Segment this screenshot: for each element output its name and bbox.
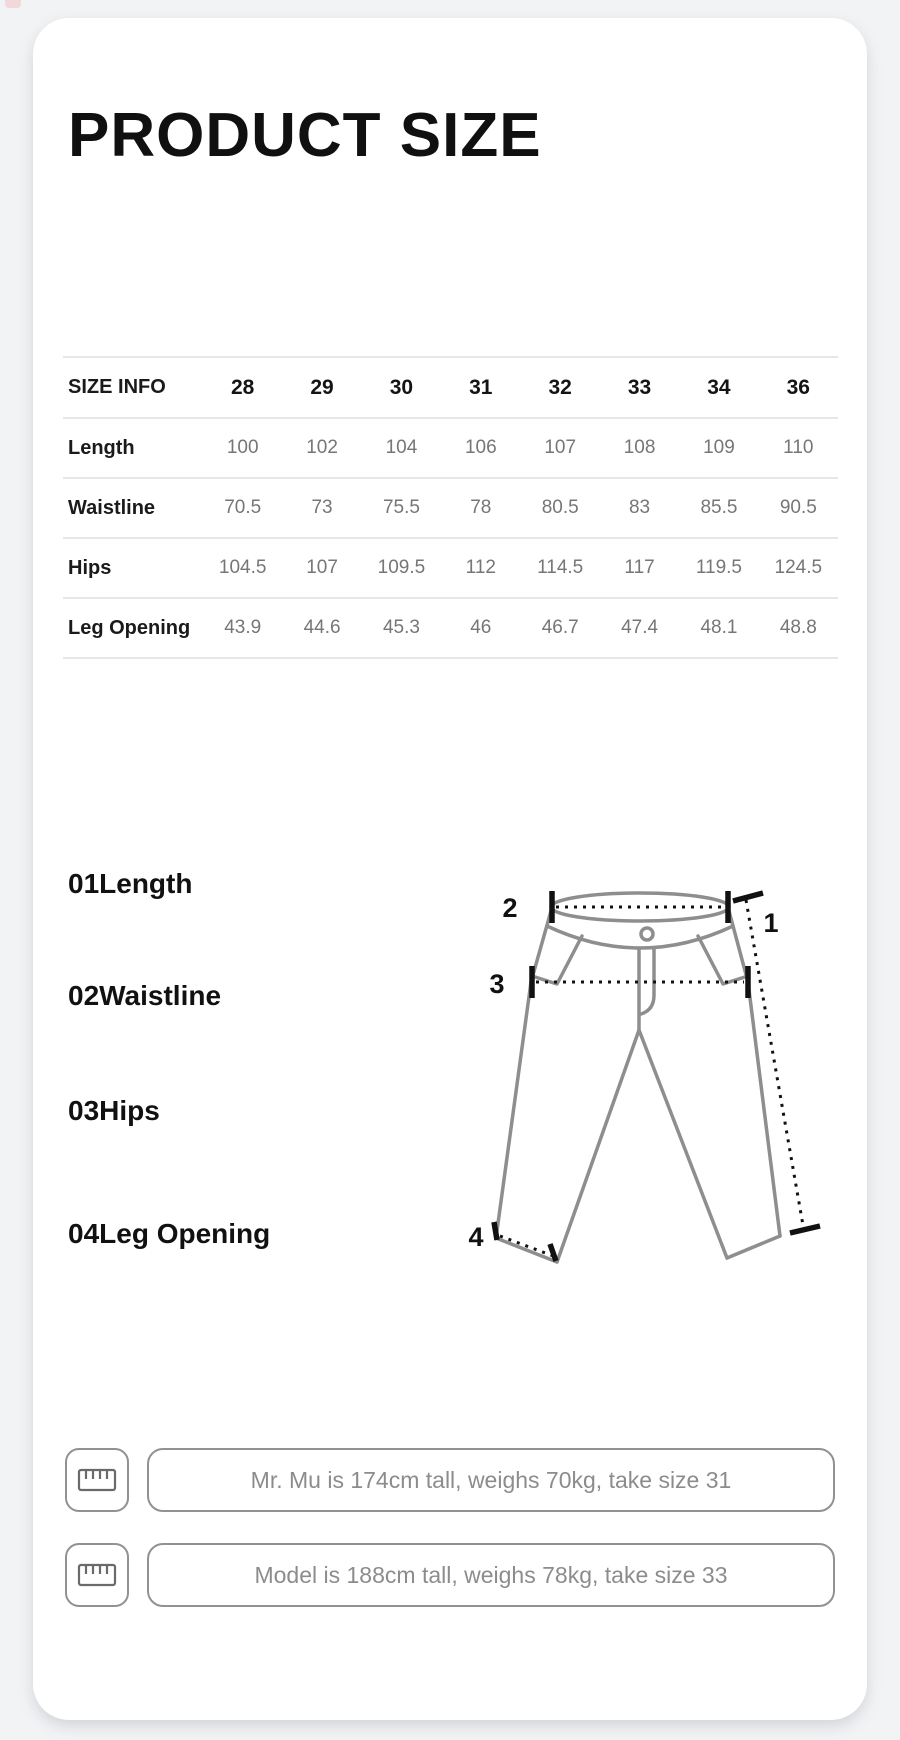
table-cell: 43.9	[224, 617, 262, 638]
content-card: PRODUCT SIZE SIZE INFO 28 29 30 31 32 33…	[33, 18, 867, 1720]
table-cell: 109	[703, 437, 735, 458]
size-column-header: 32	[548, 375, 572, 399]
measure-number: 03	[68, 1095, 100, 1126]
table-cell: 70.5	[224, 497, 262, 518]
pants-measurement-diagram: 2 3 1 4	[468, 890, 821, 1264]
table-cell: 109.5	[377, 557, 426, 578]
table-cell: 104	[385, 437, 418, 458]
measure-dashed-lines	[499, 899, 806, 1259]
table-cell: 112	[465, 557, 496, 578]
table-cell: 107	[544, 437, 577, 458]
measure-item-waistline: 02Waistline	[68, 980, 221, 1012]
size-column-header: 36	[786, 375, 810, 399]
table-cell: 90.5	[779, 497, 817, 518]
size-table-header-row: SIZE INFO 28 29 30 31 32 33 34 36	[63, 356, 838, 419]
measure-label: Leg Opening	[99, 1218, 271, 1249]
row-label: Length	[68, 436, 135, 459]
table-cell: 102	[306, 437, 338, 458]
ruler-icon	[77, 1468, 117, 1492]
table-cell: 73	[311, 497, 333, 518]
table-cell: 44.6	[303, 617, 341, 638]
table-cell: 108	[623, 437, 656, 458]
size-column-header: 33	[627, 375, 652, 399]
size-column-header: 30	[389, 375, 414, 399]
fit-note-row: Model is 188cm tall, weighs 78kg, take s…	[65, 1543, 835, 1607]
table-cell: 119.5	[695, 557, 742, 578]
table-cell: 78	[470, 497, 492, 518]
table-cell: 106	[464, 437, 497, 458]
table-cell: 114.5	[537, 557, 584, 578]
table-cell: 48.1	[700, 617, 738, 638]
fit-note-text: Mr. Mu is 174cm tall, weighs 70kg, take …	[250, 1466, 732, 1493]
size-column-header: 29	[310, 375, 334, 399]
table-cell: 104.5	[218, 557, 267, 578]
table-cell: 80.5	[541, 497, 579, 518]
table-cell: 110	[783, 437, 814, 458]
size-table-header-label: SIZE INFO	[68, 376, 166, 398]
table-cell: 85.5	[700, 497, 738, 518]
table-row-waistline: Waistline 70.5 73 75.5 78 80.5 83 85.5 9…	[63, 479, 838, 539]
size-column-header: 34	[707, 375, 731, 399]
fit-note-row: Mr. Mu is 174cm tall, weighs 70kg, take …	[65, 1448, 835, 1512]
marker-4-leg-opening: 4	[468, 1222, 483, 1252]
table-cell: 124.5	[774, 557, 823, 578]
measure-number: 01	[68, 868, 100, 899]
measure-item-leg-opening: 04Leg Opening	[68, 1218, 270, 1250]
corner-red-mark	[5, 0, 21, 8]
table-cell: 83	[628, 497, 651, 518]
measure-label: Waistline	[99, 980, 222, 1011]
table-cell: 46.7	[541, 617, 579, 638]
table-cell: 75.5	[382, 497, 420, 518]
measure-number: 04	[68, 1218, 100, 1249]
measure-end-ticks	[491, 890, 821, 1262]
table-cell: 45.3	[382, 617, 420, 638]
fit-note-box: Mr. Mu is 174cm tall, weighs 70kg, take …	[147, 1448, 835, 1512]
table-row-hips: Hips 104.5 107 109.5 112 114.5 117 119.5…	[63, 539, 838, 599]
table-cell: 117	[624, 557, 655, 578]
size-column-header: 31	[469, 375, 493, 399]
row-label: Waistline	[68, 496, 156, 519]
table-cell: 100	[226, 437, 259, 458]
measure-item-length: 01Length	[68, 868, 192, 900]
row-label: Leg Opening	[68, 616, 191, 639]
row-label: Hips	[68, 556, 112, 579]
pants-outline	[494, 891, 782, 1264]
table-cell: 46	[470, 617, 492, 638]
ruler-icon	[77, 1563, 117, 1587]
table-row-leg-opening: Leg Opening 43.9 44.6 45.3 46 46.7 47.4 …	[63, 599, 838, 659]
table-row-length: Length 100 102 104 106 107 108 109 110	[63, 419, 838, 479]
table-cell: 107	[306, 557, 338, 578]
ruler-icon-box	[65, 1448, 129, 1512]
marker-1-length: 1	[763, 908, 778, 938]
measure-item-hips: 03Hips	[68, 1095, 160, 1127]
table-cell: 48.8	[779, 617, 817, 638]
measure-number: 02	[68, 980, 100, 1011]
table-cell: 47.4	[621, 617, 659, 638]
size-column-header: 28	[231, 375, 255, 399]
measure-label: Hips	[99, 1095, 160, 1126]
marker-2-waistline: 2	[502, 893, 517, 923]
fit-note-text: Model is 188cm tall, weighs 78kg, take s…	[254, 1561, 728, 1588]
marker-3-hips: 3	[489, 969, 504, 999]
page-title: PRODUCT SIZE	[68, 101, 542, 170]
fit-note-box: Model is 188cm tall, weighs 78kg, take s…	[147, 1543, 835, 1607]
ruler-icon-box	[65, 1543, 129, 1607]
size-table: SIZE INFO 28 29 30 31 32 33 34 36 Length…	[63, 356, 838, 659]
measure-label: Length	[99, 868, 193, 899]
